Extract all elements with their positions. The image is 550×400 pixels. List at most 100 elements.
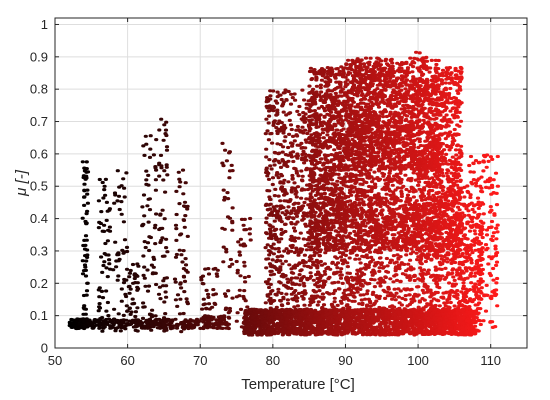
data-point xyxy=(183,204,188,209)
data-point xyxy=(473,232,478,236)
data-point xyxy=(350,312,355,316)
data-point xyxy=(327,292,332,296)
data-point xyxy=(443,323,448,328)
data-point xyxy=(99,289,104,293)
data-point xyxy=(174,326,180,330)
data-point xyxy=(179,330,184,334)
data-point xyxy=(285,277,290,281)
data-point xyxy=(385,294,390,298)
data-point xyxy=(407,331,412,335)
data-point xyxy=(241,223,246,227)
data-point xyxy=(183,214,188,218)
data-point xyxy=(303,128,308,132)
data-point xyxy=(285,210,290,215)
data-point xyxy=(175,293,181,297)
data-point xyxy=(270,141,275,145)
data-point xyxy=(172,277,178,281)
data-point xyxy=(300,179,305,183)
data-point xyxy=(133,325,139,329)
data-point xyxy=(275,101,280,105)
data-point xyxy=(179,286,184,290)
data-point xyxy=(412,333,417,337)
data-point xyxy=(113,327,119,331)
data-point xyxy=(277,310,282,314)
data-point xyxy=(289,249,294,253)
data-point xyxy=(204,321,209,325)
data-point xyxy=(270,328,275,332)
data-point xyxy=(270,312,275,316)
data-point xyxy=(185,207,190,211)
data-point xyxy=(337,326,342,330)
data-point xyxy=(80,160,85,164)
data-point xyxy=(157,174,162,178)
data-point xyxy=(297,262,302,266)
data-point xyxy=(331,305,336,309)
data-point xyxy=(127,271,133,275)
data-point xyxy=(180,260,185,264)
data-point xyxy=(157,128,162,132)
data-point xyxy=(316,214,321,218)
data-point xyxy=(279,227,284,232)
data-point xyxy=(85,281,90,285)
data-point xyxy=(124,267,130,271)
data-point xyxy=(387,333,392,337)
data-point xyxy=(248,238,253,242)
data-point xyxy=(302,161,307,165)
data-point xyxy=(143,134,148,138)
data-point xyxy=(286,180,291,184)
data-point xyxy=(292,229,298,233)
data-point xyxy=(154,212,159,216)
data-point xyxy=(221,188,226,192)
data-point xyxy=(362,255,367,259)
data-point xyxy=(136,323,141,327)
data-point xyxy=(210,322,215,326)
data-point xyxy=(153,314,158,318)
data-point xyxy=(361,308,366,313)
data-point xyxy=(162,300,167,304)
data-point xyxy=(260,315,265,319)
data-point xyxy=(222,318,227,322)
data-point xyxy=(339,273,344,277)
data-point xyxy=(293,276,298,280)
data-point xyxy=(382,265,387,269)
data-point xyxy=(407,274,412,278)
data-point xyxy=(244,228,249,232)
data-point xyxy=(345,261,350,265)
data-point xyxy=(366,265,371,269)
data-point xyxy=(322,282,327,286)
data-point xyxy=(308,271,313,275)
data-point xyxy=(449,332,454,336)
data-point xyxy=(397,267,402,271)
data-point xyxy=(143,245,148,250)
data-point xyxy=(322,269,327,274)
data-point xyxy=(369,277,374,281)
data-point xyxy=(69,318,74,322)
data-point xyxy=(449,261,454,265)
data-point xyxy=(306,265,311,269)
data-point xyxy=(83,274,89,278)
data-point xyxy=(282,199,287,203)
data-point xyxy=(161,279,166,283)
data-point xyxy=(288,237,293,242)
data-point xyxy=(101,321,106,325)
data-point xyxy=(459,333,464,337)
data-point xyxy=(142,265,147,269)
data-point xyxy=(263,319,268,323)
data-point xyxy=(276,152,281,156)
data-point xyxy=(181,274,186,278)
data-point xyxy=(220,141,225,145)
data-point xyxy=(302,284,307,288)
data-point xyxy=(122,195,127,199)
data-point xyxy=(402,311,407,315)
data-point xyxy=(99,255,104,259)
data-point xyxy=(103,241,108,246)
data-point xyxy=(394,291,399,295)
data-point xyxy=(479,252,484,256)
data-point xyxy=(420,313,425,317)
data-point xyxy=(267,223,272,227)
data-point xyxy=(322,231,327,235)
data-point xyxy=(84,174,89,178)
data-point xyxy=(321,279,326,283)
data-point xyxy=(174,212,179,217)
data-point xyxy=(346,329,351,333)
